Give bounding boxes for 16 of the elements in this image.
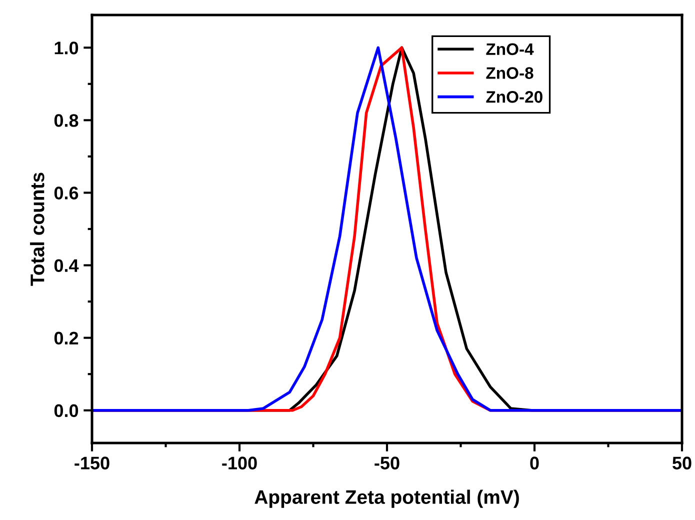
y-tick-label: 0.4 [54, 259, 79, 272]
y-tick-label: 0.8 [54, 114, 78, 127]
x-tick-label: -150 [74, 456, 110, 470]
y-tick-label: 0.0 [54, 404, 78, 418]
x-tick-label: -50 [374, 456, 400, 470]
legend-label: ZnO-8 [486, 67, 534, 79]
legend-label: ZnO-20 [486, 91, 542, 103]
x-tick-label: 0 [530, 456, 539, 470]
y-axis-title: Total counts [30, 172, 44, 286]
legend-label: ZnO-4 [486, 43, 534, 56]
x-axis-title: Apparent Zeta potential (mV) [254, 490, 519, 508]
y-tick-label: 0.2 [54, 332, 78, 345]
x-tick-label: -100 [222, 456, 257, 470]
x-tick-label: 50 [672, 456, 692, 470]
y-tick-label: 1.0 [54, 42, 78, 54]
y-tick-label: 0.6 [54, 186, 78, 200]
